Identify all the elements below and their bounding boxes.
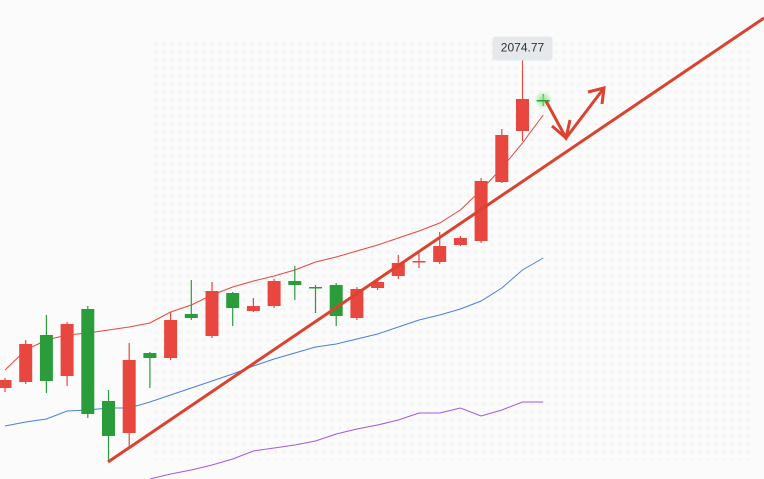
candle-body [226,293,240,308]
candle-body [143,353,157,358]
candle-body [184,314,198,318]
candle-body [205,291,219,336]
arrow-head [551,119,572,141]
candle-body [516,99,529,131]
arrow-head [587,86,606,105]
candle-body [122,360,136,433]
candle-body [412,261,426,263]
candle-body [102,401,115,436]
candle-body [39,335,53,381]
moving-average-line [149,401,544,479]
moving-average-line [4,114,544,371]
candle-body [0,380,12,388]
map-texture [150,40,750,460]
trend-line [107,16,764,464]
candle-body [536,100,550,102]
candle-body [453,238,467,245]
plot [0,70,553,479]
candle-body [60,324,74,376]
moving-average-line [4,257,544,427]
tooltip-label: 2074.77 [501,41,545,55]
tooltip-box [492,36,553,61]
candle-body [288,281,302,285]
candle-body [371,282,385,288]
candle-body [81,309,95,414]
candle-body [246,306,260,311]
candle-body [19,344,33,382]
tooltip: 2074.77 [492,36,553,71]
candle-body [164,320,178,358]
candle-body [433,246,447,262]
candle-body [495,135,509,182]
candle-body [309,287,322,289]
candle-body [267,281,281,306]
